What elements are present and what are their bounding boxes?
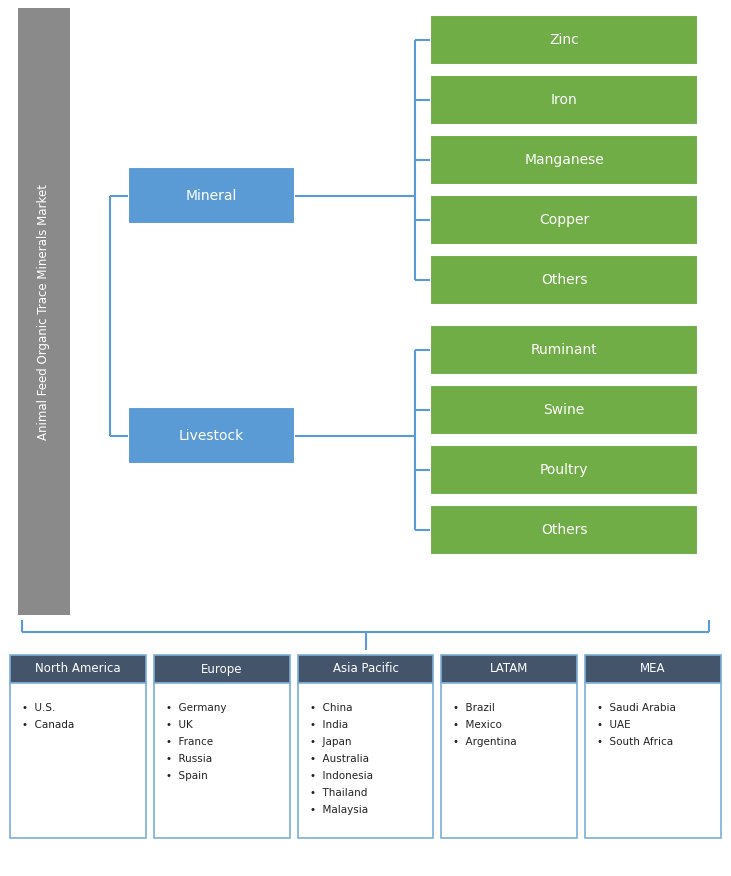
FancyBboxPatch shape — [10, 655, 145, 683]
Text: Europe: Europe — [201, 662, 243, 675]
FancyBboxPatch shape — [442, 683, 577, 838]
FancyBboxPatch shape — [442, 655, 577, 683]
FancyBboxPatch shape — [430, 195, 698, 245]
FancyBboxPatch shape — [128, 407, 295, 464]
FancyBboxPatch shape — [430, 15, 698, 65]
Text: Copper: Copper — [539, 213, 589, 227]
Text: •  South Africa: • South Africa — [597, 737, 673, 747]
Text: Asia Pacific: Asia Pacific — [333, 662, 398, 675]
FancyBboxPatch shape — [10, 683, 145, 838]
Text: Poultry: Poultry — [539, 463, 588, 477]
Text: •  Mexico: • Mexico — [453, 720, 502, 730]
FancyBboxPatch shape — [430, 325, 698, 375]
FancyBboxPatch shape — [430, 445, 698, 495]
Text: •  Malaysia: • Malaysia — [310, 805, 368, 815]
FancyBboxPatch shape — [18, 8, 70, 615]
Text: Manganese: Manganese — [524, 153, 604, 167]
Text: •  UAE: • UAE — [597, 720, 631, 730]
Text: •  Russia: • Russia — [166, 754, 212, 764]
FancyBboxPatch shape — [128, 167, 295, 224]
Text: •  Germany: • Germany — [166, 703, 227, 713]
Text: Livestock: Livestock — [179, 428, 244, 442]
Text: •  Japan: • Japan — [310, 737, 351, 747]
Text: •  Canada: • Canada — [22, 720, 75, 730]
Text: Others: Others — [541, 273, 587, 287]
Text: •  Saudi Arabia: • Saudi Arabia — [597, 703, 676, 713]
Text: Others: Others — [541, 523, 587, 537]
Text: Swine: Swine — [543, 403, 585, 417]
FancyBboxPatch shape — [430, 505, 698, 555]
Text: Animal Feed Organic Trace Minerals Market: Animal Feed Organic Trace Minerals Marke… — [37, 183, 50, 440]
Text: North America: North America — [35, 662, 121, 675]
Text: •  Spain: • Spain — [166, 771, 208, 781]
Text: •  France: • France — [166, 737, 213, 747]
FancyBboxPatch shape — [154, 655, 289, 683]
FancyBboxPatch shape — [298, 655, 433, 683]
FancyBboxPatch shape — [430, 75, 698, 125]
FancyBboxPatch shape — [430, 255, 698, 305]
FancyBboxPatch shape — [430, 385, 698, 435]
Text: •  U.S.: • U.S. — [22, 703, 56, 713]
FancyBboxPatch shape — [586, 683, 721, 838]
Text: •  Thailand: • Thailand — [310, 788, 367, 798]
Text: •  Indonesia: • Indonesia — [310, 771, 373, 781]
Text: LATAM: LATAM — [490, 662, 529, 675]
Text: Ruminant: Ruminant — [531, 343, 597, 357]
Text: Mineral: Mineral — [186, 188, 237, 202]
Text: Zinc: Zinc — [549, 33, 579, 47]
Text: Iron: Iron — [550, 93, 577, 107]
Text: MEA: MEA — [640, 662, 666, 675]
Text: •  Argentina: • Argentina — [453, 737, 517, 747]
Text: •  Australia: • Australia — [310, 754, 368, 764]
Text: •  Brazil: • Brazil — [453, 703, 496, 713]
Text: •  China: • China — [310, 703, 352, 713]
FancyBboxPatch shape — [430, 135, 698, 185]
FancyBboxPatch shape — [298, 683, 433, 838]
Text: •  UK: • UK — [166, 720, 192, 730]
FancyBboxPatch shape — [154, 683, 289, 838]
FancyBboxPatch shape — [586, 655, 721, 683]
Text: •  India: • India — [310, 720, 348, 730]
